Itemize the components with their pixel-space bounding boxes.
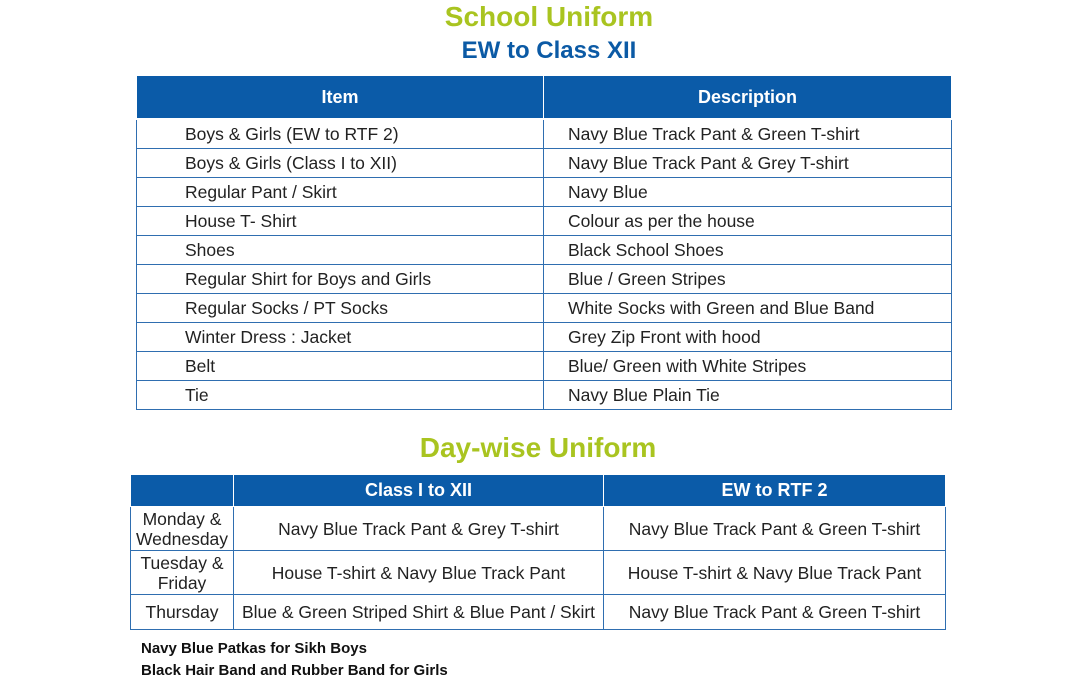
item-cell: Regular Shirt for Boys and Girls (136, 264, 544, 294)
description-cell: Grey Zip Front with hood (543, 322, 952, 352)
header-day (130, 474, 234, 507)
note: Navy Blue Patkas for Sikh Boys (141, 640, 367, 657)
description-cell: Black School Shoes (543, 235, 952, 265)
table-row: Regular Pant / Skirt Navy Blue (136, 177, 952, 207)
description-cell: White Socks with Green and Blue Band (543, 293, 952, 323)
table-row: Belt Blue/ Green with White Stripes (136, 351, 952, 381)
class-i-xii-cell: House T-shirt & Navy Blue Track Pant (233, 550, 604, 595)
header-ew-rtf2: EW to RTF 2 (603, 474, 946, 507)
ew-rtf2-cell: Navy Blue Track Pant & Green T-shirt (603, 506, 946, 551)
description-cell: Colour as per the house (543, 206, 952, 236)
description-cell: Navy Blue (543, 177, 952, 207)
table-header-row: Class I to XII EW to RTF 2 (130, 474, 946, 507)
table-header-row: Item Description (136, 75, 952, 120)
item-cell: Boys & Girls (Class I to XII) (136, 148, 544, 178)
description-cell: Navy Blue Plain Tie (543, 380, 952, 410)
description-cell: Navy Blue Track Pant & Green T-shirt (543, 118, 952, 149)
header-class-i-xii: Class I to XII (233, 474, 604, 507)
item-cell: Regular Pant / Skirt (136, 177, 544, 207)
note: Black Hair Band and Rubber Band for Girl… (141, 662, 448, 679)
table-row: Boys & Girls (EW to RTF 2) Navy Blue Trac… (136, 118, 952, 149)
item-cell: Belt (136, 351, 544, 381)
item-cell: Boys & Girls (EW to RTF 2) (136, 118, 544, 149)
page-title: School Uniform (444, 1, 654, 32)
description-cell: Navy Blue Track Pant & Grey T-shirt (543, 148, 952, 178)
class-i-xii-cell: Navy Blue Track Pant & Grey T-shirt (233, 506, 604, 551)
table-row: Regular Shirt for Boys and Girls Blue / G… (136, 264, 952, 294)
header-description: Description (543, 75, 952, 120)
item-cell: Winter Dress : Jacket (136, 322, 544, 352)
item-cell: Tie (136, 380, 544, 410)
item-cell: Shoes (136, 235, 544, 265)
table-row: Thursday Blue & Green Striped Shirt & Blu… (130, 594, 946, 630)
daywise-table: Class I to XII EW to RTF 2 Monday & Wedn… (130, 474, 946, 630)
description-cell: Blue / Green Stripes (543, 264, 952, 294)
item-cell: Regular Socks / PT Socks (136, 293, 544, 323)
table-row: Tie Navy Blue Plain Tie (136, 380, 952, 410)
day-cell: Thursday (130, 594, 234, 630)
day-cell: Monday & Wednesday (130, 506, 234, 551)
table-row: Monday & Wednesday Navy Blue Track Pant &… (130, 506, 946, 551)
daywise-title: Day-wise Uniform (419, 432, 657, 463)
description-cell: Blue/ Green with White Stripes (543, 351, 952, 381)
ew-rtf2-cell: House T-shirt & Navy Blue Track Pant (603, 550, 946, 595)
page-subtitle: EW to Class XII (461, 37, 637, 64)
table-row: Tuesday & Friday House T-shirt & Navy Blu… (130, 550, 946, 595)
notes: Navy Blue Patkas for Sikh Boys Black Hai… (141, 638, 448, 682)
day-cell: Tuesday & Friday (130, 550, 234, 595)
item-cell: House T- Shirt (136, 206, 544, 236)
table-row: Boys & Girls (Class I to XII) Navy Blue T… (136, 148, 952, 178)
header-item: Item (136, 75, 544, 120)
table-row: Shoes Black School Shoes (136, 235, 952, 265)
table-row: Winter Dress : Jacket Grey Zip Front with… (136, 322, 952, 352)
uniform-table: Item Description Boys & Girls (EW to RTF… (136, 75, 952, 410)
table-row: House T- Shirt Colour as per the house (136, 206, 952, 236)
class-i-xii-cell: Blue & Green Striped Shirt & Blue Pant /… (233, 594, 604, 630)
table-row: Regular Socks / PT Socks White Socks with… (136, 293, 952, 323)
ew-rtf2-cell: Navy Blue Track Pant & Green T-shirt (603, 594, 946, 630)
